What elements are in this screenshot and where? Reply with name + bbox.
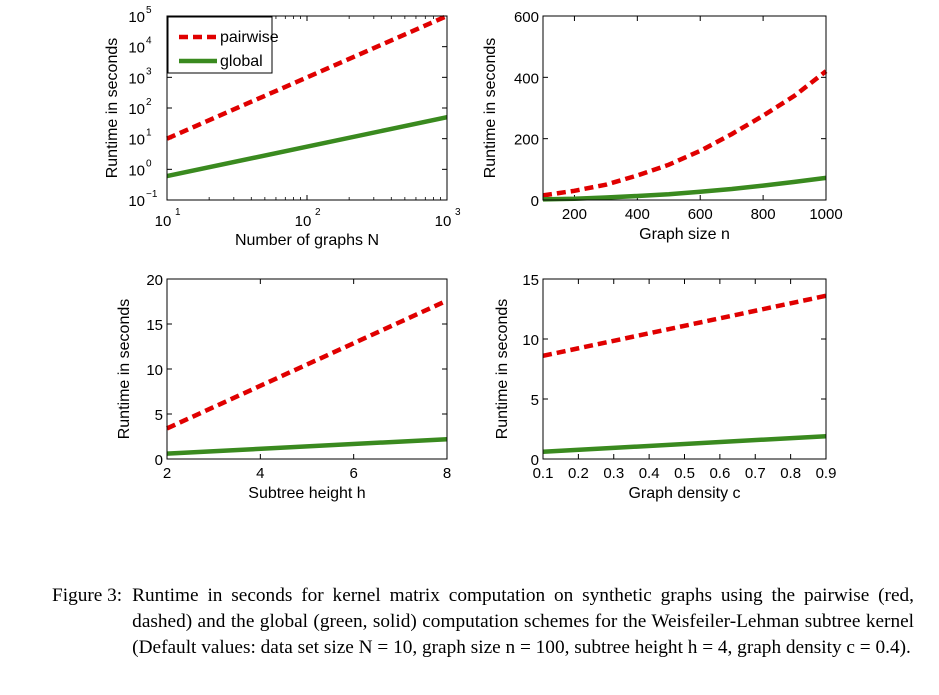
- y-tick-label-exponent: 0: [146, 158, 152, 169]
- figure-caption: Figure 3: Runtime in seconds for kernel …: [52, 583, 914, 661]
- x-axis-label: Subtree height h: [248, 485, 365, 502]
- x-tick-label: 200: [562, 206, 587, 223]
- y-tick-label: 15: [146, 317, 163, 334]
- series-line-pairwise: [542, 69, 828, 198]
- y-tick-label: 0: [531, 193, 539, 210]
- y-tick-label: 10: [128, 162, 145, 179]
- y-tick-label: 10: [128, 70, 145, 87]
- x-tick-label: 4: [256, 465, 264, 482]
- y-tick-label: 10: [128, 101, 145, 118]
- x-tick-label: 0.7: [745, 465, 766, 482]
- y-tick-label-exponent: 3: [146, 66, 152, 77]
- x-tick-label: 6: [349, 465, 357, 482]
- y-axis-label: Runtime in seconds: [104, 38, 121, 179]
- y-tick-label: 10: [128, 40, 145, 57]
- x-tick-label-exponent: 2: [315, 207, 321, 218]
- x-tick-label: 0.4: [639, 465, 660, 482]
- x-tick-label: 0.6: [709, 465, 730, 482]
- caption-text: Runtime in seconds for kernel matrix com…: [132, 585, 914, 658]
- x-axis-label: Number of graphs N: [235, 232, 379, 249]
- x-tick-label-base: 10: [435, 213, 452, 230]
- x-tick-label: 0.1: [533, 465, 554, 482]
- series-line-pairwise: [166, 13, 448, 141]
- y-tick-label-exponent: 4: [146, 36, 152, 47]
- y-tick-label: 20: [146, 272, 163, 289]
- x-tick-label: 1000: [809, 206, 842, 223]
- plot-frame: [166, 278, 448, 460]
- x-tick-label: 0.8: [780, 465, 801, 482]
- y-tick-label-exponent: 1: [146, 128, 152, 139]
- x-tick-label: 8: [443, 465, 451, 482]
- x-tick-label-base: 10: [295, 213, 312, 230]
- y-tick-label: 5: [155, 407, 163, 424]
- x-tick-label: 400: [625, 206, 650, 223]
- plot-frame: [542, 278, 827, 460]
- x-axis-label: Graph density c: [628, 485, 740, 502]
- chart-panel-3: 2 4 6 8 0 5 10 15 20 Subtree height h Runtime in s…: [116, 272, 451, 502]
- x-tick-label-base: 10: [155, 213, 172, 230]
- y-tick-label-exponent: 2: [146, 97, 152, 108]
- x-tick-label: 0.5: [674, 465, 695, 482]
- y-axis-label: Runtime in seconds: [116, 299, 133, 440]
- y-tick-label: 10: [128, 132, 145, 149]
- chart-panel-2: 200 400 600 800 1000 0 200 400 600 Graph size n Ru…: [482, 9, 843, 243]
- chart-panel-4: 0.1 0.2 0.3 0.4 0.5 0.6 0.7 0.8 0.9 0 5 10 15 Graph d…: [494, 272, 836, 502]
- series-line-pairwise: [166, 298, 448, 431]
- x-tick-label: 0.2: [568, 465, 589, 482]
- x-tick-label: 10: [435, 213, 452, 230]
- x-tick-label: 600: [688, 206, 713, 223]
- y-tick-label-exponent: 5: [146, 5, 152, 16]
- x-tick-label-exponent: 1: [175, 207, 181, 218]
- y-axis-label: Runtime in seconds: [482, 38, 499, 179]
- y-tick-label: 10: [146, 362, 163, 379]
- x-tick-label: 10: [295, 213, 312, 230]
- legend-label: pairwise: [220, 29, 279, 46]
- x-tick-label: 10: [155, 213, 172, 230]
- plot-frame: [166, 15, 448, 201]
- y-tick-label: 15: [522, 272, 539, 289]
- series-line-global: [542, 175, 827, 202]
- series-line-global: [542, 433, 827, 455]
- legend-box: [167, 16, 273, 74]
- x-tick-label: 0.9: [816, 465, 837, 482]
- legend-label: global: [220, 53, 263, 70]
- series-line-pairwise: [542, 293, 827, 359]
- plot-frame: [542, 15, 827, 201]
- x-tick-label: 800: [751, 206, 776, 223]
- series-line-global: [166, 114, 448, 179]
- x-axis-label: Graph size n: [639, 226, 730, 243]
- x-tick-label: 0.3: [603, 465, 624, 482]
- y-tick-label: 200: [514, 132, 539, 149]
- y-tick-label: 400: [514, 70, 539, 87]
- series-line-global: [166, 436, 448, 456]
- y-tick-label: 10: [128, 193, 145, 210]
- y-tick-label: 0: [531, 452, 539, 469]
- y-tick-label-exponent: −1: [146, 189, 158, 200]
- y-tick-label: 600: [514, 9, 539, 26]
- legend: pairwise global: [167, 16, 279, 74]
- x-tick-label-exponent: 3: [455, 207, 461, 218]
- y-axis-label: Runtime in seconds: [494, 299, 511, 440]
- y-tick-label: 10: [128, 9, 145, 26]
- y-tick-label: 10: [522, 332, 539, 349]
- y-tick-label: 5: [531, 392, 539, 409]
- y-tick-label: 0: [155, 452, 163, 469]
- x-tick-label: 2: [163, 465, 171, 482]
- caption-label: Figure 3:: [52, 585, 123, 606]
